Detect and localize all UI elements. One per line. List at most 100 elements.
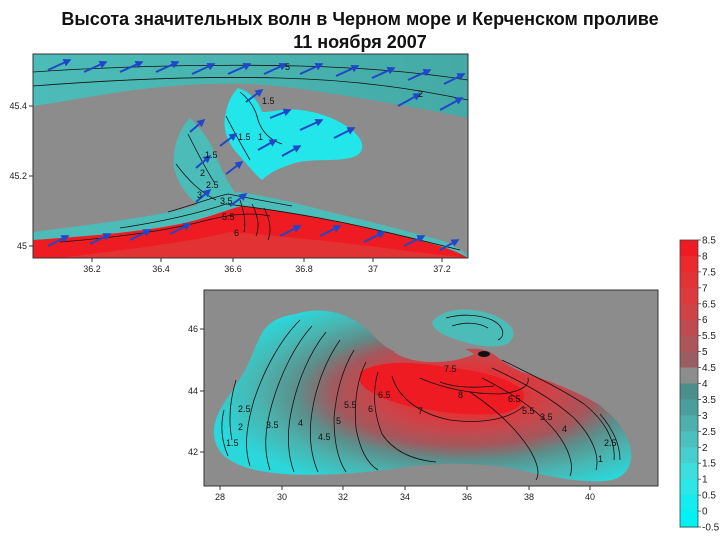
map-frame-top bbox=[32, 53, 469, 259]
contour-label-bottom: 2 bbox=[238, 422, 243, 432]
x-tick-label-top: 37.2 bbox=[433, 264, 451, 274]
colorbar-swatch bbox=[680, 240, 698, 257]
colorbar-label: 4 bbox=[702, 379, 708, 390]
crimea-peninsula bbox=[394, 338, 474, 362]
colorbar-swatch bbox=[680, 287, 698, 305]
x-tick-label-top: 36.6 bbox=[224, 264, 242, 274]
figure-title-line1: Высота значительных волн в Черном море и… bbox=[61, 9, 659, 29]
y-tick-label-top: 45.2 bbox=[9, 171, 27, 181]
colorbar-label: 3 bbox=[702, 411, 708, 422]
colorbar-swatch bbox=[680, 415, 698, 432]
contour-label-bottom: 8 bbox=[458, 390, 463, 400]
colorbar-swatch bbox=[680, 367, 698, 385]
x-tick-label-bottom: 30 bbox=[277, 492, 287, 502]
colorbar-label: 7 bbox=[702, 283, 708, 294]
colorbar-label: 7.5 bbox=[702, 267, 716, 278]
contour-label-bottom: 4 bbox=[298, 418, 303, 428]
colorbar-swatch bbox=[680, 447, 698, 464]
colorbar-label: 0.5 bbox=[702, 491, 716, 502]
colorbar-label: 8 bbox=[702, 251, 708, 262]
contour-label-bottom: 5.5 bbox=[522, 406, 535, 416]
colorbar-swatch bbox=[680, 335, 698, 353]
contour-label-bottom: 3.5 bbox=[540, 412, 553, 422]
x-tick-label-bottom: 40 bbox=[585, 492, 595, 502]
contour-label-top: 6 bbox=[234, 228, 239, 238]
x-tick-label-top: 36.8 bbox=[295, 264, 313, 274]
contour-label-top: 1.5 bbox=[238, 132, 251, 142]
colorbar-label: 1 bbox=[702, 475, 708, 486]
contour-label-top: 3 bbox=[197, 190, 202, 200]
colorbar-swatch bbox=[680, 511, 698, 528]
x-tick-label-top: 37 bbox=[368, 264, 378, 274]
colorbar-label: 6.5 bbox=[702, 299, 716, 310]
contour-label-bottom: 3.5 bbox=[266, 420, 279, 430]
y-tick-label-bottom: 46 bbox=[188, 324, 198, 334]
colorbar-label: 5 bbox=[702, 347, 708, 358]
wave-height-peak bbox=[360, 362, 524, 415]
kerch-strait-water bbox=[224, 88, 363, 180]
contour-label-top: 1 bbox=[258, 132, 263, 142]
colorbar-swatch bbox=[680, 383, 698, 401]
contour-label-top: 2 bbox=[200, 168, 205, 178]
contour-label-bottom: 2.5 bbox=[604, 438, 617, 448]
contour-label-bottom: 1.5 bbox=[226, 438, 239, 448]
axis-ticks-bottom bbox=[200, 328, 591, 490]
red-inner-shade bbox=[60, 232, 468, 258]
y-tick-label-bottom: 44 bbox=[188, 386, 198, 396]
colorbar-label: 2 bbox=[702, 443, 708, 454]
contour-label-bottom: 6.5 bbox=[508, 394, 521, 404]
contours-bottom bbox=[221, 314, 621, 481]
colorbar-label: 2.5 bbox=[702, 427, 716, 438]
contour-label-bottom: 4 bbox=[562, 424, 567, 434]
contour-label-bottom: 5 bbox=[336, 416, 341, 426]
colorbar: 8.5 8 7.5 7 6.5 6 5.5 5 4.5 4 3.5 3 2.5 2 1.5 1 0.5 0 -0.5 bbox=[679, 236, 720, 534]
colorbar-swatch bbox=[680, 495, 698, 512]
x-tick-label-bottom: 28 bbox=[215, 492, 225, 502]
colorbar-swatch bbox=[680, 431, 698, 448]
colorbar-swatch bbox=[680, 303, 698, 321]
map-frame-bottom bbox=[203, 289, 659, 487]
y-tick-label-bottom: 42 bbox=[188, 447, 198, 457]
contour-label-top: 5.5 bbox=[222, 212, 235, 222]
colorbar-label: 5.5 bbox=[702, 331, 716, 342]
contour-label-top: 5 bbox=[285, 62, 290, 72]
contour-label-bottom: 2.5 bbox=[238, 404, 251, 414]
y-tick-label-top: 45 bbox=[17, 241, 27, 251]
colorbar-label: 3.5 bbox=[702, 395, 716, 406]
colorbar-label: 0 bbox=[702, 507, 708, 518]
contour-label-top: 3.5 bbox=[220, 196, 233, 206]
colorbar-swatch bbox=[680, 479, 698, 496]
colorbar-swatch bbox=[680, 271, 698, 289]
contour-label-bottom: 6.5 bbox=[378, 390, 391, 400]
colorbar-label: 6 bbox=[702, 315, 708, 326]
x-tick-label-bottom: 32 bbox=[338, 492, 348, 502]
figure-title-line2: 11 ноября 2007 bbox=[293, 32, 427, 52]
colorbar-swatch bbox=[680, 399, 698, 416]
black-sea-map: 1.5 2 2.5 3.5 4 4.5 5 5.5 6 6.5 7 7.5 8 … bbox=[188, 289, 659, 502]
wind-arrows-top bbox=[47, 59, 466, 251]
contour-label-bottom: 7.5 bbox=[444, 364, 457, 374]
contour-label-bottom: 5.5 bbox=[344, 400, 357, 410]
x-tick-label-top: 36.2 bbox=[83, 264, 101, 274]
contour-label-bottom: 1 bbox=[598, 454, 603, 464]
x-tick-label-top: 36.4 bbox=[152, 264, 170, 274]
kerch-strait-marker bbox=[478, 351, 490, 357]
sea-of-azov-bottom bbox=[432, 309, 514, 347]
x-tick-label-bottom: 36 bbox=[462, 492, 472, 502]
colorbar-swatch bbox=[680, 463, 698, 480]
contour-label-top: 1.5 bbox=[205, 150, 218, 160]
x-tick-label-bottom: 34 bbox=[400, 492, 410, 502]
contour-label-top: 2 bbox=[418, 89, 423, 99]
y-tick-label-top: 45.4 bbox=[9, 101, 27, 111]
axis-ticks-top bbox=[29, 105, 443, 262]
colorbar-swatch bbox=[680, 319, 698, 337]
x-tick-label-bottom: 38 bbox=[524, 492, 534, 502]
contour-label-bottom: 4.5 bbox=[318, 432, 331, 442]
kerch-strait-map: 5 1.5 2 1.5 1 1.5 2 2.5 3 3.5 5.5 6 36.2 bbox=[9, 53, 469, 274]
contour-label-bottom: 7 bbox=[418, 406, 423, 416]
colorbar-swatch bbox=[680, 351, 698, 369]
colorbar-label: 8.5 bbox=[702, 236, 716, 247]
contour-label-top: 2.5 bbox=[206, 180, 219, 190]
colorbar-swatch bbox=[680, 255, 698, 273]
